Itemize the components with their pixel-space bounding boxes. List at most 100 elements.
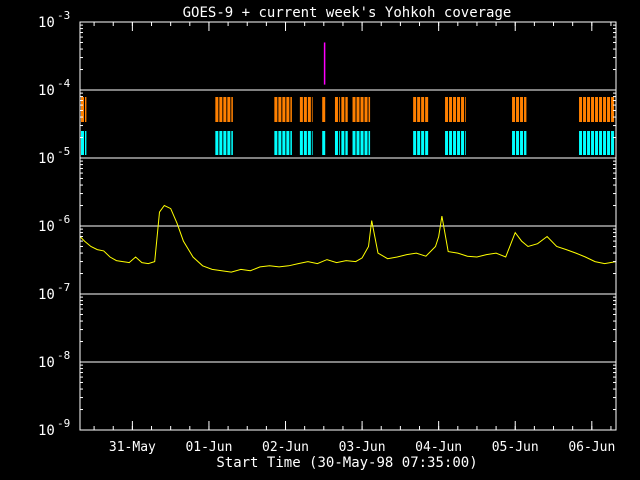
coverage-stripe bbox=[445, 97, 449, 122]
coverage-stripe bbox=[520, 131, 524, 155]
coverage-stripe bbox=[274, 131, 278, 155]
grid-lines bbox=[80, 89, 616, 363]
coverage-stripe bbox=[413, 97, 417, 122]
coverage-stripe bbox=[231, 131, 233, 155]
coverage-bars bbox=[81, 97, 615, 155]
coverage-stripe bbox=[524, 131, 527, 155]
coverage-stripe bbox=[587, 131, 591, 155]
y-tick-exponent: -5 bbox=[57, 145, 70, 158]
coverage-stripe bbox=[227, 131, 231, 155]
coverage-stripe bbox=[595, 97, 599, 122]
coverage-stripe bbox=[215, 97, 219, 122]
coverage-stripe bbox=[425, 131, 429, 155]
coverage-stripe bbox=[307, 131, 311, 155]
coverage-stripe bbox=[603, 97, 607, 122]
coverage-stripe bbox=[611, 97, 615, 122]
coverage-stripe bbox=[425, 97, 429, 122]
coverage-stripe bbox=[286, 131, 290, 155]
y-tick-exponent: -3 bbox=[57, 9, 70, 22]
x-axis-label: Start Time (30-May-98 07:35:00) bbox=[216, 455, 477, 471]
coverage-stripe bbox=[360, 131, 364, 155]
coverage-stripe bbox=[599, 131, 603, 155]
x-tick-label: 05-Jun bbox=[492, 440, 539, 455]
coverage-stripe bbox=[465, 131, 466, 155]
coverage-stripe bbox=[311, 131, 313, 155]
coverage-stripe bbox=[360, 97, 364, 122]
coverage-stripe bbox=[303, 131, 307, 155]
flux-line bbox=[79, 204, 617, 273]
x-axis: 31-May 01-Jun 02-Jun 03-Jun 04-Jun 05-Jun 06-J… bbox=[93, 22, 615, 455]
coverage-stripe bbox=[607, 97, 611, 122]
coverage-stripe bbox=[303, 97, 307, 122]
coverage-stripe bbox=[341, 97, 345, 122]
coverage-stripe bbox=[421, 131, 425, 155]
coverage-stripe bbox=[352, 131, 356, 155]
coverage-stripe bbox=[338, 97, 340, 122]
coverage-stripe bbox=[453, 131, 457, 155]
coverage-stripe bbox=[599, 97, 603, 122]
coverage-stripe bbox=[421, 97, 425, 122]
coverage-stripe bbox=[583, 97, 587, 122]
coverage-stripe bbox=[512, 131, 516, 155]
coverage-stripe bbox=[453, 97, 457, 122]
coverage-stripe bbox=[579, 97, 583, 122]
y-tick-label: 10 bbox=[38, 83, 55, 99]
coverage-stripe bbox=[299, 97, 303, 122]
y-tick-label: 10 bbox=[38, 287, 55, 303]
coverage-stripe bbox=[334, 131, 338, 155]
coverage-stripe bbox=[356, 97, 360, 122]
coverage-stripe bbox=[591, 131, 595, 155]
y-tick-label: 10 bbox=[38, 219, 55, 235]
coverage-stripe bbox=[85, 97, 87, 122]
coverage-stripe bbox=[603, 131, 607, 155]
y-tick-exponent: -7 bbox=[57, 281, 70, 294]
coverage-stripe bbox=[231, 97, 233, 122]
coverage-stripe bbox=[282, 97, 286, 122]
coverage-stripe bbox=[219, 97, 223, 122]
coverage-stripe bbox=[311, 97, 313, 122]
coverage-stripe bbox=[338, 131, 340, 155]
y-tick-exponent: -9 bbox=[57, 417, 70, 430]
coverage-stripe bbox=[334, 97, 338, 122]
coverage-stripe bbox=[286, 97, 290, 122]
coverage-stripe bbox=[219, 131, 223, 155]
coverage-stripe bbox=[445, 131, 449, 155]
coverage-stripe bbox=[461, 97, 465, 122]
coverage-stripe bbox=[278, 131, 282, 155]
coverage-stripe bbox=[307, 97, 311, 122]
x-tick-label: 03-Jun bbox=[339, 440, 386, 455]
y-tick-exponent: -8 bbox=[57, 349, 70, 362]
coverage-stripe bbox=[583, 131, 587, 155]
coverage-stripe bbox=[449, 131, 453, 155]
y-tick-label: 10 bbox=[38, 355, 55, 371]
coverage-stripe bbox=[282, 131, 286, 155]
coverage-stripe bbox=[215, 131, 219, 155]
coverage-stripe bbox=[278, 97, 282, 122]
coverage-stripe bbox=[611, 131, 615, 155]
coverage-stripe bbox=[465, 97, 466, 122]
coverage-stripe bbox=[356, 131, 360, 155]
chart-title: GOES-9 + current week's Yohkoh coverage bbox=[183, 5, 512, 21]
x-tick-label: 31-May bbox=[109, 440, 156, 455]
coverage-stripe bbox=[364, 131, 368, 155]
coverage-stripe bbox=[587, 97, 591, 122]
coverage-stripe bbox=[461, 131, 465, 155]
coverage-stripe bbox=[341, 131, 345, 155]
coverage-stripe bbox=[516, 97, 520, 122]
x-tick-label: 01-Jun bbox=[185, 440, 232, 455]
coverage-stripe bbox=[524, 97, 527, 122]
coverage-stripe bbox=[512, 97, 516, 122]
coverage-stripe bbox=[345, 131, 348, 155]
coverage-stripe bbox=[352, 97, 356, 122]
coverage-stripe bbox=[457, 131, 461, 155]
x-tick-label: 04-Jun bbox=[415, 440, 462, 455]
coverage-stripe bbox=[322, 131, 326, 155]
coverage-stripe bbox=[223, 131, 227, 155]
flux-series bbox=[79, 204, 617, 273]
y-axis: 10-310-410-510-610-710-810-9 bbox=[38, 9, 616, 439]
coverage-stripe bbox=[607, 131, 611, 155]
coverage-stripe bbox=[345, 97, 348, 122]
y-tick-label: 10 bbox=[38, 423, 55, 439]
y-tick-label: 10 bbox=[38, 15, 55, 31]
